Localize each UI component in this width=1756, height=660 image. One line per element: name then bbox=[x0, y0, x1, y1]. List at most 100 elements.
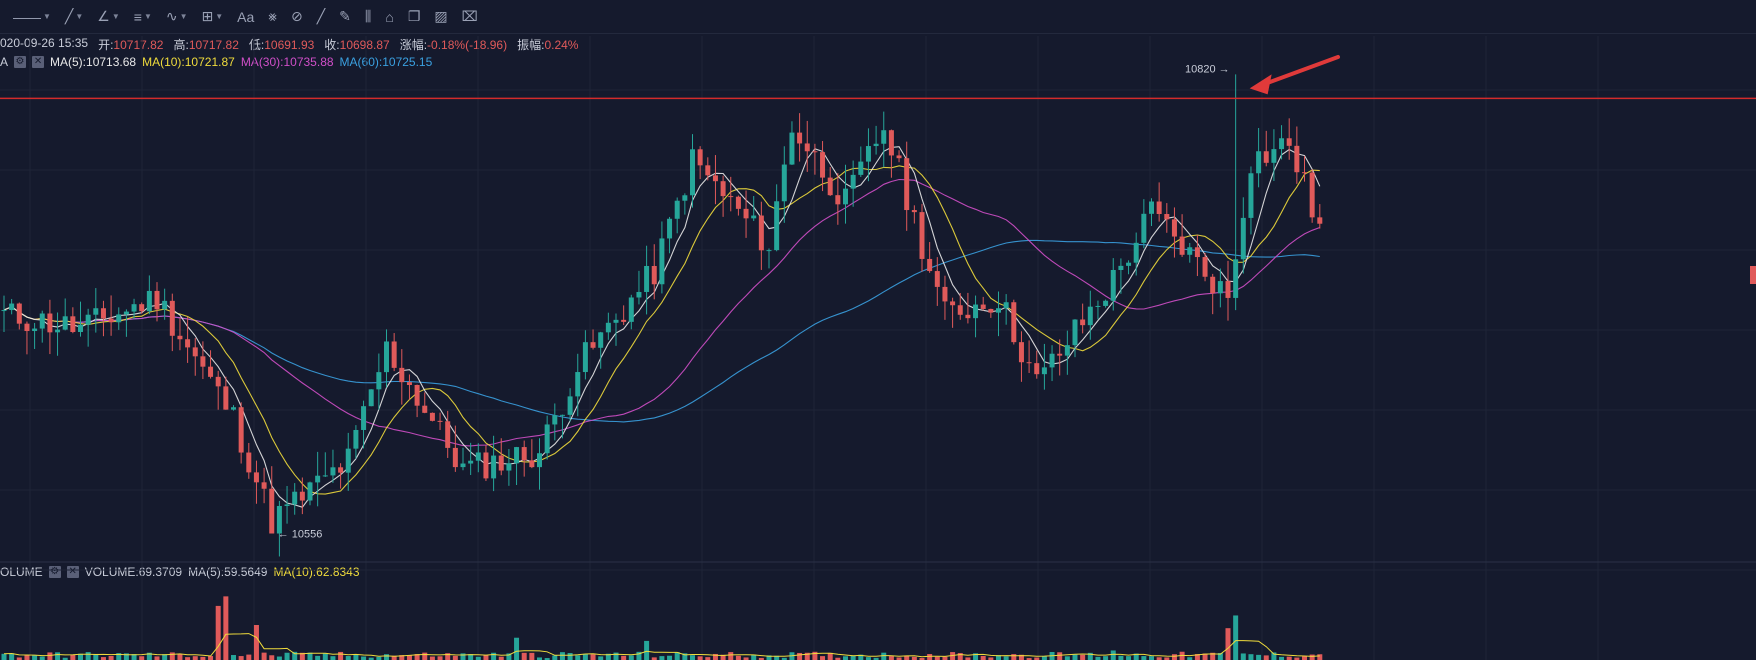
candle-body bbox=[919, 212, 925, 259]
chevron-down-icon[interactable]: ▼ bbox=[111, 12, 120, 21]
ohlc-legend: 020-09-26 15:35 开:10717.82 高:10717.82 低:… bbox=[0, 36, 578, 52]
candle-body bbox=[514, 447, 520, 464]
ma30-line bbox=[3, 178, 1320, 447]
volume-bar bbox=[345, 656, 351, 660]
candle-body bbox=[743, 208, 749, 219]
chevron-down-icon[interactable]: ▼ bbox=[75, 12, 84, 21]
low-value: 10691.93 bbox=[264, 38, 315, 52]
candle-body bbox=[1317, 217, 1323, 224]
ruler-icon[interactable]: ╱ bbox=[316, 8, 326, 24]
candle-body bbox=[613, 319, 619, 323]
adjust-icon[interactable]: ⫼ bbox=[364, 8, 372, 24]
candle-body bbox=[468, 460, 474, 464]
lock-icon[interactable]: ⌂ bbox=[385, 8, 394, 25]
chevron-down-icon[interactable]: ▼ bbox=[179, 12, 188, 21]
candle-body bbox=[827, 177, 833, 196]
candle-body bbox=[1011, 302, 1017, 343]
volume-close-icon[interactable]: ✕ bbox=[66, 566, 79, 578]
volume-bar bbox=[1294, 657, 1300, 660]
volume-bar bbox=[231, 655, 236, 660]
volume-bar bbox=[774, 655, 780, 660]
volume-bar bbox=[1248, 654, 1254, 660]
volume-bar bbox=[1233, 615, 1239, 660]
chevron-down-icon[interactable]: ▼ bbox=[215, 12, 224, 21]
brush-icon[interactable]: ✎ bbox=[339, 8, 351, 24]
candle-body bbox=[78, 324, 83, 333]
candle-body bbox=[1302, 172, 1307, 174]
crosshair-line-icon[interactable]: —— ▼ bbox=[13, 8, 51, 25]
chevron-down-icon[interactable]: ▼ bbox=[43, 12, 51, 21]
chevron-down-icon[interactable]: ▼ bbox=[143, 12, 152, 21]
low-price-label: ← 10556 bbox=[278, 529, 323, 541]
candle-body bbox=[452, 447, 458, 468]
candle-body bbox=[621, 319, 627, 322]
ohlc-date: 020-09-26 15:35 bbox=[0, 36, 89, 50]
candle-body bbox=[1309, 172, 1315, 218]
copy-icon[interactable]: ❐ bbox=[407, 8, 421, 24]
candle-body bbox=[888, 130, 894, 156]
candle-body bbox=[1187, 247, 1193, 255]
volume-bar bbox=[1118, 655, 1124, 660]
volume-bar bbox=[743, 657, 749, 660]
text-icon[interactable]: Aa bbox=[237, 8, 255, 25]
volume-bar bbox=[544, 658, 550, 660]
ma-close-icon[interactable]: ✕ bbox=[32, 56, 45, 68]
volume-bar bbox=[429, 656, 435, 660]
candle-body bbox=[804, 143, 810, 152]
volume-bar bbox=[1210, 652, 1216, 660]
volume-bar bbox=[1034, 657, 1040, 660]
ma-settings-icon[interactable]: ⚙ bbox=[14, 56, 27, 68]
candle-body bbox=[720, 181, 726, 197]
candle-body bbox=[70, 316, 76, 333]
volume-bar bbox=[957, 653, 963, 660]
candle-body bbox=[307, 482, 313, 501]
candle-body bbox=[1003, 302, 1009, 309]
volume-bar bbox=[284, 652, 290, 660]
volume-bar bbox=[108, 655, 114, 660]
candle-body bbox=[735, 196, 741, 209]
candle-body bbox=[552, 415, 558, 425]
open-value: 10717.82 bbox=[113, 38, 164, 52]
measure-icon[interactable]: ⊞ ▼ bbox=[201, 8, 224, 24]
candle-body bbox=[1018, 342, 1024, 363]
candle-body bbox=[315, 475, 321, 483]
magnet-icon[interactable]: ⊘ bbox=[290, 8, 303, 24]
volume-bar bbox=[146, 652, 152, 660]
candle-body bbox=[567, 396, 573, 415]
volume-bar bbox=[276, 656, 282, 660]
candle-body bbox=[55, 329, 61, 333]
volume-bar bbox=[131, 654, 137, 660]
wave-icon[interactable]: ∿ ▼ bbox=[165, 8, 188, 24]
candle-body bbox=[1049, 353, 1055, 368]
snapshot-icon[interactable]: ▨ bbox=[434, 8, 448, 24]
candle-body bbox=[284, 504, 290, 506]
candle-body bbox=[345, 448, 351, 473]
ma30-value: MA(30):10735.88 bbox=[240, 55, 334, 69]
candle-body bbox=[1057, 353, 1063, 356]
volume-bar bbox=[575, 655, 581, 660]
angle-icon[interactable]: ∠ ▼ bbox=[97, 8, 120, 24]
volume-bar bbox=[100, 657, 106, 660]
volume-bar bbox=[888, 656, 894, 660]
pattern-icon[interactable]: ⨳ bbox=[268, 8, 277, 24]
ma-legend: A ⚙ ✕ MA(5):10713.68 MA(10):10721.87 MA(… bbox=[0, 54, 432, 70]
volume-bar bbox=[1026, 658, 1032, 660]
candle-body bbox=[47, 313, 53, 333]
candle-body bbox=[1217, 281, 1223, 294]
volume-bar bbox=[1072, 654, 1078, 660]
candle-body bbox=[1256, 151, 1262, 174]
volume-settings-icon[interactable]: ⚙ bbox=[48, 566, 61, 578]
volume-bar bbox=[399, 655, 405, 660]
candle-body bbox=[957, 305, 963, 315]
trash-icon[interactable]: ⌧ bbox=[461, 8, 478, 24]
volume-bar bbox=[1271, 652, 1277, 660]
horizontal-lines-icon[interactable]: ≡ ▼ bbox=[133, 8, 152, 25]
volume-bar bbox=[1256, 654, 1262, 660]
candle-body bbox=[162, 300, 168, 310]
candle-body bbox=[215, 376, 221, 387]
trend-line-icon[interactable]: ╱ ▼ bbox=[64, 8, 84, 24]
volume-bar bbox=[376, 656, 382, 660]
candle-body bbox=[712, 175, 718, 182]
candle-body bbox=[644, 265, 650, 292]
